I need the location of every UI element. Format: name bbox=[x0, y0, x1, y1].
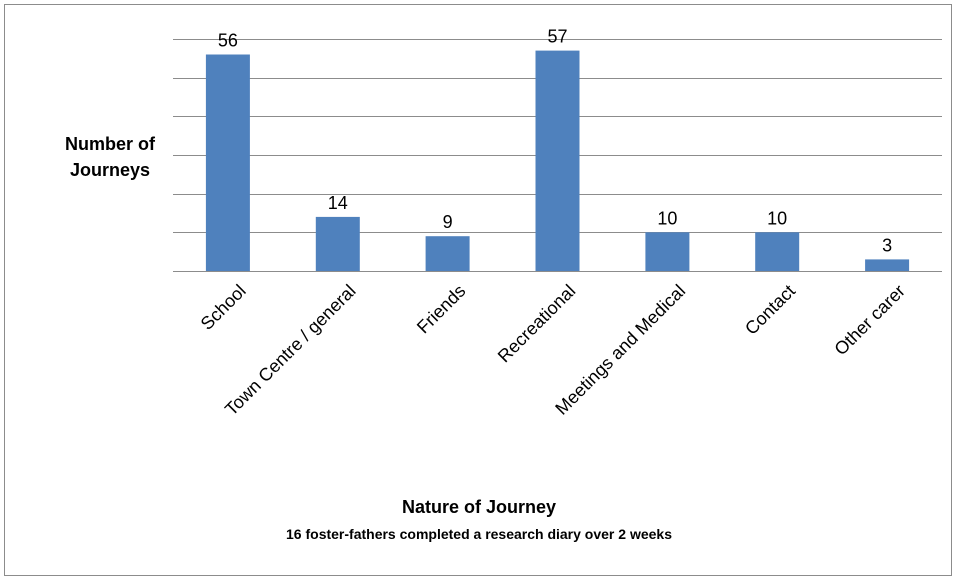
bar bbox=[865, 259, 910, 271]
y-axis-title-line-1: Number of bbox=[65, 134, 155, 154]
data-label: 3 bbox=[882, 235, 892, 255]
data-label: 10 bbox=[767, 208, 787, 228]
category-tick-label: Other carer bbox=[830, 281, 909, 360]
data-label: 14 bbox=[328, 193, 348, 213]
chart-subtitle: 16 foster-fathers completed a research d… bbox=[286, 526, 672, 542]
bar bbox=[645, 232, 690, 271]
bar bbox=[205, 54, 250, 271]
category-tick-label: Recreational bbox=[494, 281, 580, 367]
data-labels: 56 14 9 57 10 10 3 bbox=[218, 27, 892, 256]
data-label: 10 bbox=[657, 208, 677, 228]
chart-frame: 56 14 9 57 10 10 3 School Town Centre / general… bbox=[4, 4, 952, 576]
data-label: 9 bbox=[443, 212, 453, 232]
category-tick-label: Friends bbox=[413, 281, 470, 338]
bars bbox=[205, 50, 910, 271]
data-label: 57 bbox=[547, 27, 567, 47]
bar bbox=[315, 216, 360, 271]
category-tick-label: School bbox=[197, 281, 250, 334]
category-tick-label: Contact bbox=[741, 281, 799, 339]
y-axis-title: Number of Journeys bbox=[35, 131, 185, 183]
data-label: 56 bbox=[218, 31, 238, 51]
bar bbox=[425, 236, 470, 271]
x-axis-title: Nature of Journey bbox=[401, 497, 557, 517]
y-axis-title-line-2: Journeys bbox=[69, 160, 151, 180]
bar bbox=[535, 50, 580, 271]
bar bbox=[755, 232, 800, 271]
